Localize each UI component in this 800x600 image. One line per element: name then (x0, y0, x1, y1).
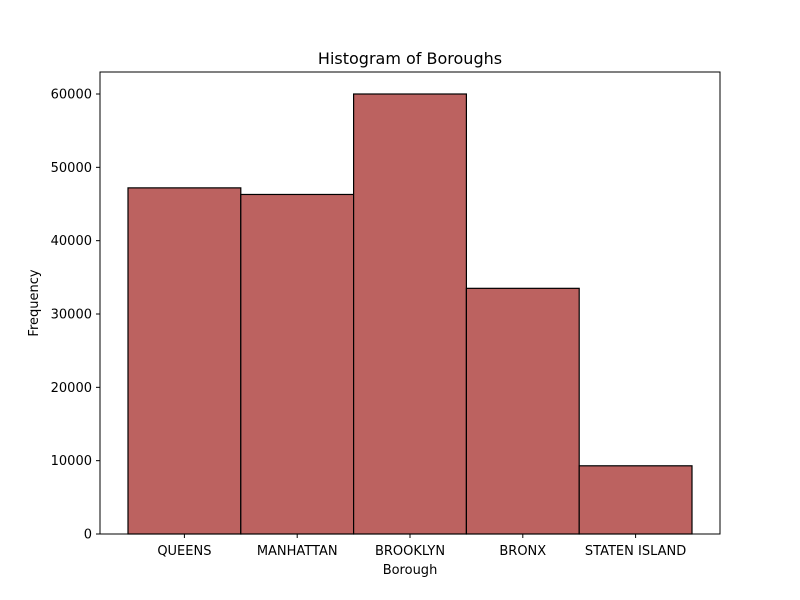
bar-queens (127, 187, 242, 535)
bar-manhattan (240, 193, 355, 535)
y-axis-label: Frequency (27, 269, 42, 336)
y-tick-label: 10000 (51, 454, 92, 469)
x-tick-label: BROOKLYN (375, 544, 445, 559)
y-axis-ticks: 0 10000 20000 30000 40000 50000 60000 (51, 88, 100, 543)
chart-title: Histogram of Boroughs (318, 49, 502, 68)
x-tick-label: QUEENS (157, 544, 211, 559)
y-tick-label: 50000 (51, 161, 92, 176)
bar-bronx (465, 287, 580, 535)
x-tick-label: BRONX (499, 544, 546, 559)
x-axis-label: Borough (383, 563, 438, 578)
x-tick-label: STATEN ISLAND (585, 544, 686, 559)
y-tick-label: 0 (84, 528, 92, 543)
bar-brooklyn (353, 93, 468, 535)
x-axis-ticks: QUEENS MANHATTAN BROOKLYN BRONX STATEN ISLAN… (157, 534, 686, 559)
bars-group (127, 93, 693, 535)
y-tick-label: 20000 (51, 381, 92, 396)
y-tick-label: 30000 (51, 308, 92, 323)
x-tick-label: MANHATTAN (257, 544, 338, 559)
bar-staten-island (578, 465, 693, 535)
y-tick-label: 40000 (51, 234, 92, 249)
y-tick-label: 60000 (51, 88, 92, 103)
